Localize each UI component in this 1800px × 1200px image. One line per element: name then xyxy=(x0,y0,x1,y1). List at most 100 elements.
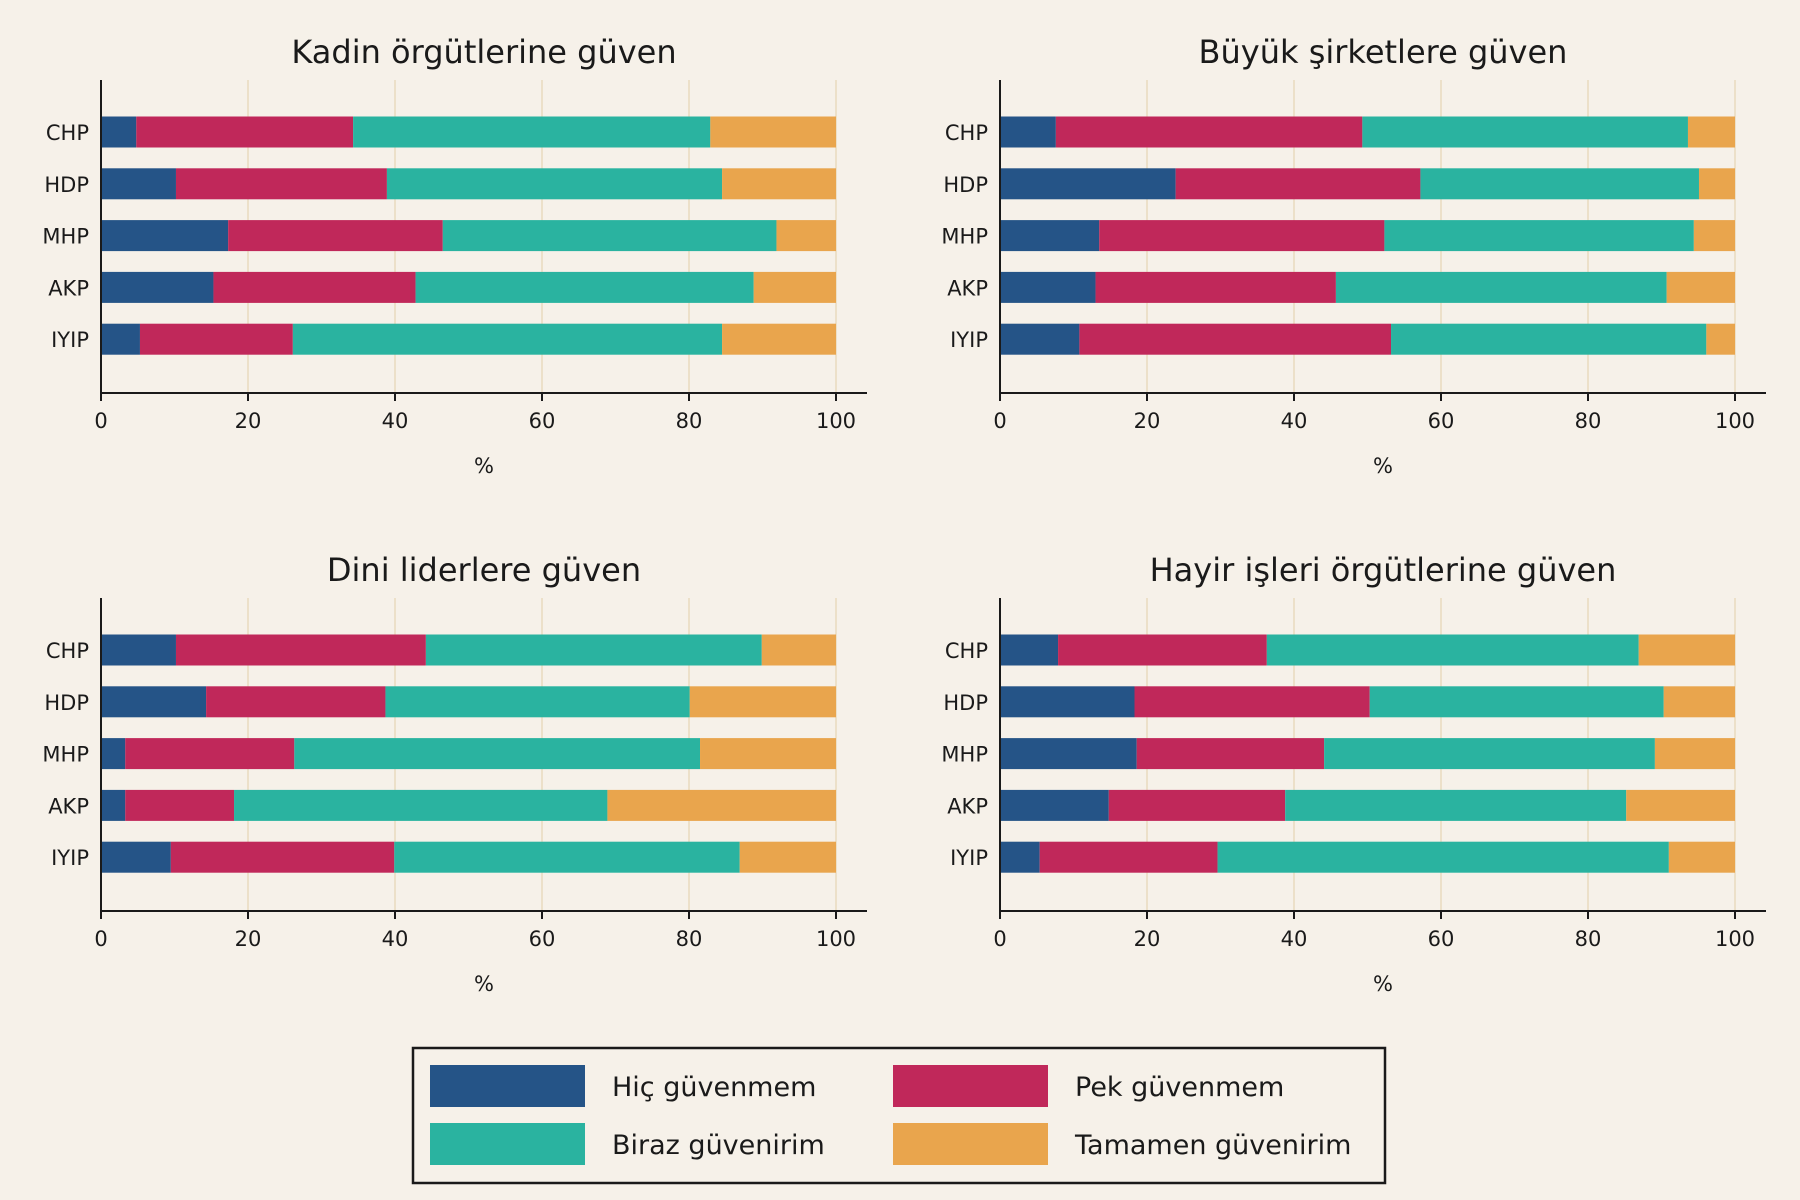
legend-label-4: Tamamen güvenirim xyxy=(1074,1130,1351,1161)
bar-segment-hdp-2 xyxy=(206,686,386,718)
chart-panel-3: CHP HDP MHP AKP IYIP 0 20 40 60 80 100% Dini liderl… xyxy=(42,551,867,996)
bar-segment-mhp-1 xyxy=(1000,220,1100,252)
panel-title: Dini liderlere güven xyxy=(327,551,641,589)
category-label: HDP xyxy=(44,173,89,197)
bar-segment-hdp-3 xyxy=(1369,686,1664,718)
chart-panel-4: CHP HDP MHP AKP IYIP 0 20 40 60 80 100% Hayir işler… xyxy=(941,551,1766,996)
bar-segment-chp-4 xyxy=(1687,116,1735,148)
legend-swatch-3 xyxy=(430,1123,585,1165)
category-label: IYIP xyxy=(950,328,988,352)
bar-segment-chp-3 xyxy=(1362,116,1688,148)
category-label: HDP xyxy=(943,691,988,715)
bar-segment-chp-3 xyxy=(353,116,711,148)
bar-segment-hdp-1 xyxy=(101,168,176,200)
category-label: MHP xyxy=(42,743,89,767)
x-tick-label: 60 xyxy=(1428,927,1455,951)
legend-swatch-4 xyxy=(893,1123,1048,1165)
category-label: AKP xyxy=(947,276,988,300)
x-tick-label: 0 xyxy=(993,927,1006,951)
bar-segment-iyip-3 xyxy=(1217,841,1669,873)
bar-segment-chp-1 xyxy=(1000,634,1059,666)
category-label: MHP xyxy=(941,225,988,249)
legend-swatch-1 xyxy=(430,1065,585,1107)
category-label: MHP xyxy=(42,225,89,249)
bar-segment-mhp-1 xyxy=(101,738,126,770)
bar-segment-mhp-4 xyxy=(776,220,836,252)
bar-segment-mhp-3 xyxy=(294,738,701,770)
bar-segment-hdp-3 xyxy=(386,168,723,200)
bar-segment-iyip-4 xyxy=(1706,323,1735,355)
bar-segment-chp-4 xyxy=(761,634,836,666)
x-tick-label: 20 xyxy=(235,927,262,951)
chart-panels: CHP HDP MHP AKP IYIP 0 20 40 60 80 100% Kadin örgüt… xyxy=(42,33,1766,996)
bar-segment-chp-3 xyxy=(425,634,762,666)
bar-segment-hdp-2 xyxy=(1134,686,1370,718)
bar-segment-iyip-4 xyxy=(739,841,836,873)
category-label: CHP xyxy=(46,639,89,663)
x-axis-title: % xyxy=(1373,972,1393,996)
bar-segment-akp-2 xyxy=(213,271,416,303)
x-tick-label: 80 xyxy=(676,927,703,951)
bar-segment-hdp-4 xyxy=(1663,686,1735,718)
x-axis-title: % xyxy=(474,972,494,996)
bar-segment-akp-3 xyxy=(234,789,608,821)
bar-segment-hdp-1 xyxy=(1000,686,1135,718)
x-tick-label: 80 xyxy=(676,409,703,433)
bar-segment-iyip-4 xyxy=(722,323,836,355)
legend-label-2: Pek güvenmem xyxy=(1075,1072,1284,1103)
panel-title: Hayir işleri örgütlerine güven xyxy=(1150,551,1617,589)
bar-segment-iyip-1 xyxy=(1000,841,1040,873)
x-tick-label: 80 xyxy=(1575,927,1602,951)
chart-legend: Hiç güvenmem Pek güvenmem Biraz güvenirim T… xyxy=(411,1046,1387,1185)
x-tick-label: 60 xyxy=(529,927,556,951)
bar-segment-hdp-1 xyxy=(101,686,207,718)
chart-panel-2: CHP HDP MHP AKP IYIP 0 20 40 60 80 100% Büyük şirke… xyxy=(941,33,1766,478)
bar-segment-hdp-2 xyxy=(175,168,387,200)
category-label: HDP xyxy=(943,173,988,197)
bar-segment-mhp-2 xyxy=(125,738,295,770)
bar-segment-hdp-3 xyxy=(385,686,690,718)
x-tick-label: 80 xyxy=(1575,409,1602,433)
bar-segment-chp-2 xyxy=(1058,634,1267,666)
bar-segment-mhp-4 xyxy=(1654,738,1735,770)
x-tick-label: 0 xyxy=(94,927,107,951)
x-axis-title: % xyxy=(1373,454,1393,478)
bar-segment-hdp-4 xyxy=(1698,168,1735,200)
bar-segment-chp-4 xyxy=(1638,634,1735,666)
legend-box xyxy=(411,1046,1387,1185)
bar-segment-mhp-3 xyxy=(1324,738,1655,770)
x-tick-label: 20 xyxy=(235,409,262,433)
bar-segment-chp-3 xyxy=(1266,634,1639,666)
bar-segment-akp-2 xyxy=(1108,789,1286,821)
legend-label-3: Biraz güvenirim xyxy=(612,1130,825,1161)
bar-segment-hdp-3 xyxy=(1420,168,1699,200)
bar-segment-iyip-4 xyxy=(1668,841,1735,873)
bar-segment-iyip-1 xyxy=(1000,323,1080,355)
bar-segment-akp-4 xyxy=(1626,789,1735,821)
x-tick-label: 60 xyxy=(529,409,556,433)
bar-segment-iyip-3 xyxy=(292,323,723,355)
bar-segment-akp-2 xyxy=(125,789,235,821)
panel-title: Kadin örgütlerine güven xyxy=(291,33,676,71)
bar-segment-akp-1 xyxy=(1000,271,1096,303)
legend-label-1: Hiç güvenmem xyxy=(612,1072,816,1103)
bar-segment-chp-1 xyxy=(1000,116,1056,148)
bar-segment-hdp-4 xyxy=(689,686,836,718)
bar-segment-chp-2 xyxy=(1055,116,1363,148)
category-label: HDP xyxy=(44,691,89,715)
bar-segment-hdp-4 xyxy=(722,168,836,200)
bar-segment-akp-4 xyxy=(1666,271,1735,303)
x-tick-label: 40 xyxy=(1281,927,1308,951)
x-tick-label: 40 xyxy=(382,409,409,433)
bar-segment-iyip-1 xyxy=(101,841,171,873)
bar-segment-chp-2 xyxy=(136,116,354,148)
bar-segment-mhp-4 xyxy=(700,738,836,770)
bar-segment-mhp-3 xyxy=(442,220,777,252)
x-axis-title: % xyxy=(474,454,494,478)
x-tick-label: 100 xyxy=(1715,409,1755,433)
bar-segment-hdp-1 xyxy=(1000,168,1176,200)
bar-segment-akp-2 xyxy=(1095,271,1336,303)
category-label: CHP xyxy=(945,639,988,663)
bar-segment-mhp-2 xyxy=(228,220,443,252)
